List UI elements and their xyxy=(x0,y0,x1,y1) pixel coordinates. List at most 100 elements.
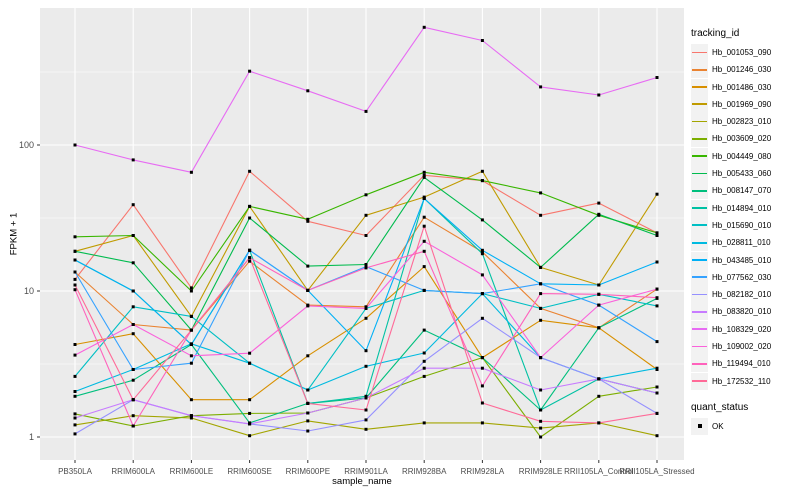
data-point xyxy=(364,234,368,237)
data-point xyxy=(597,212,601,216)
data-point xyxy=(306,401,310,405)
legend-key-swatch xyxy=(691,303,708,321)
data-point xyxy=(480,39,484,42)
data-point xyxy=(131,323,135,326)
data-point xyxy=(131,332,135,336)
data-point xyxy=(480,401,484,405)
legend-item-label: Hb_002823_010 xyxy=(712,117,772,127)
data-point xyxy=(306,304,310,308)
legend-line-icon xyxy=(692,241,707,244)
data-point xyxy=(364,263,368,266)
data-point xyxy=(422,351,426,355)
data-point xyxy=(422,197,426,200)
y-tick-label: 10 xyxy=(24,286,34,296)
legend-line-icon xyxy=(692,172,707,175)
data-point xyxy=(364,364,368,368)
legend-item: Hb_014894_010 xyxy=(691,199,799,217)
data-point xyxy=(73,416,77,420)
data-point xyxy=(655,304,659,308)
legend-line-icon xyxy=(692,207,707,209)
quant-status-legend-items: OK xyxy=(691,417,799,435)
x-tick-label: RRIM928LE xyxy=(519,467,563,476)
legend-item-label: Hb_043485_010 xyxy=(712,255,772,265)
data-point xyxy=(422,374,426,378)
data-point xyxy=(73,258,77,262)
data-point xyxy=(131,378,135,382)
data-point xyxy=(364,193,368,197)
legend-item: Hb_001246_030 xyxy=(691,61,799,79)
legend-key-swatch xyxy=(691,130,708,148)
legend-item: Hb_005433_060 xyxy=(691,165,799,183)
y-tick-label: 100 xyxy=(19,140,34,150)
legend-item: Hb_001486_030 xyxy=(691,78,799,96)
legend-key-swatch xyxy=(691,251,708,269)
legend-line-icon xyxy=(692,362,707,365)
legend-item-label: Hb_005433_060 xyxy=(712,169,772,179)
legend-item-label: Hb_001246_030 xyxy=(712,65,772,75)
data-point xyxy=(539,292,543,296)
data-point xyxy=(422,25,426,29)
legend-line-icon xyxy=(692,276,707,279)
data-point xyxy=(131,234,135,237)
data-point xyxy=(248,204,252,208)
data-point xyxy=(131,368,135,371)
data-point xyxy=(480,179,484,183)
legend-item: Hb_004449_080 xyxy=(691,147,799,165)
legend-key-swatch xyxy=(691,44,708,61)
legend-item: Hb_083820_010 xyxy=(691,303,799,321)
data-point xyxy=(306,419,310,423)
legend-item: Hb_003609_020 xyxy=(691,130,799,148)
legend-item-label: Hb_077562_030 xyxy=(712,272,772,282)
legend-key-swatch xyxy=(691,113,708,131)
data-point xyxy=(248,398,252,402)
data-point xyxy=(480,273,484,277)
legend-item-label: Hb_008147_070 xyxy=(712,186,772,196)
legend-key-swatch xyxy=(691,372,708,390)
legend-key-swatch xyxy=(691,234,708,252)
data-point xyxy=(597,303,601,307)
data-point xyxy=(364,316,368,320)
legend-line-icon xyxy=(692,120,707,123)
data-point xyxy=(597,201,601,205)
data-point xyxy=(73,277,77,281)
data-point xyxy=(539,265,543,269)
data-point xyxy=(480,316,484,320)
data-point xyxy=(539,306,543,310)
data-point xyxy=(422,359,426,363)
data-point xyxy=(364,305,368,309)
data-point xyxy=(655,391,659,395)
data-point xyxy=(597,93,601,97)
data-point xyxy=(73,235,77,239)
data-point xyxy=(248,411,252,415)
legend-item: Hb_001969_090 xyxy=(691,95,799,113)
data-point xyxy=(480,366,484,370)
data-point xyxy=(422,173,426,177)
data-point xyxy=(189,414,193,418)
legend-line-icon xyxy=(692,86,707,88)
data-point xyxy=(131,289,135,293)
data-point xyxy=(73,423,77,427)
data-point xyxy=(189,398,193,402)
data-point xyxy=(655,287,659,291)
x-axis-title: sample_name xyxy=(332,476,392,487)
data-point xyxy=(73,270,77,274)
legend-line-icon xyxy=(692,103,707,106)
data-point xyxy=(248,259,252,263)
data-point xyxy=(73,432,77,436)
legend-item-label: Hb_001053_090 xyxy=(712,48,772,57)
legend-item: Hb_109002_020 xyxy=(691,338,799,356)
y-tick-label: 1 xyxy=(29,432,34,442)
legend-key-swatch xyxy=(691,199,708,217)
data-point xyxy=(131,414,135,418)
data-point xyxy=(539,356,543,360)
legend-panel: tracking_id Hb_001053_090 Hb_001246_030 Hb… xyxy=(691,28,799,435)
data-point xyxy=(422,421,426,425)
data-point xyxy=(189,416,193,420)
legend-line-icon xyxy=(692,293,707,296)
data-point xyxy=(306,219,310,223)
data-point xyxy=(131,261,135,265)
data-point xyxy=(73,353,77,357)
legend-line-icon xyxy=(692,155,707,158)
y-axis-title: FPKM + 1 xyxy=(8,212,20,256)
